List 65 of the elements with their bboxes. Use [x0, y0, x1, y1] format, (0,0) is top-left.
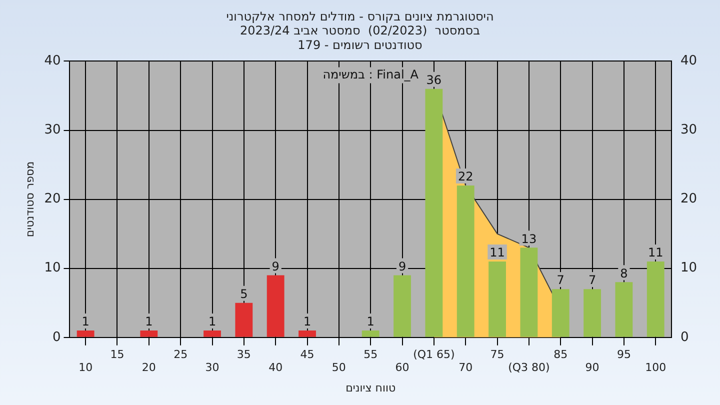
- bar: [298, 330, 316, 337]
- data-label: 1: [366, 314, 374, 329]
- data-label: 5: [240, 287, 248, 301]
- bar: [584, 289, 601, 337]
- x-tick-label: 100: [645, 361, 666, 374]
- x-tick-label: 75: [490, 348, 504, 361]
- data-label: 13: [521, 232, 537, 246]
- bar: [456, 185, 474, 337]
- bar: [520, 248, 538, 337]
- bar: [646, 261, 664, 337]
- x-tick-label: 90: [585, 361, 600, 374]
- data-label: 11: [490, 246, 505, 260]
- y2-tick-label: 10: [680, 260, 698, 276]
- y2-tick-label: 40: [680, 54, 698, 69]
- y-tick-label: 30: [44, 122, 61, 138]
- y2-tick-label: 20: [680, 192, 698, 207]
- data-label: 7: [588, 273, 596, 288]
- x-tick-label: 45: [300, 348, 314, 361]
- chart-title: היסטוגרמת ציונים בקורס - מודלים למסחר אלקטרוני בסמסטר (02/2023) סמסטר אביב 2023/24 סטודנטים רשומים - 179: [226, 9, 494, 52]
- y-tick-label: 10: [44, 260, 61, 276]
- x-tick-label: 30: [205, 361, 220, 374]
- bar: [425, 88, 443, 337]
- x-axis-title: טווח ציונים: [346, 381, 396, 394]
- bar: [552, 289, 570, 337]
- x-tick-label: 95: [616, 348, 631, 361]
- data-label: 9: [272, 259, 280, 274]
- x-tick-label: 85: [554, 348, 568, 361]
- bar: [488, 261, 506, 337]
- y-axis-title: מספר סטודנטים: [23, 161, 36, 238]
- x-tick-label: 60: [395, 361, 410, 374]
- bar: [362, 330, 380, 337]
- x-tick-label: 25: [174, 348, 188, 361]
- bar: [615, 282, 633, 337]
- x-tick-label: 40: [268, 361, 283, 374]
- data-label: 8: [620, 266, 628, 280]
- x-tick-label: 50: [332, 361, 346, 374]
- bar: [204, 330, 221, 337]
- data-label: 1: [145, 314, 153, 329]
- x-tick-label: 10: [78, 361, 93, 374]
- y2-tick-label: 30: [680, 122, 698, 138]
- bar: [266, 275, 284, 337]
- data-label: 7: [556, 273, 564, 288]
- y2-tick-label: 0: [680, 330, 689, 345]
- x-tick-label: 15: [110, 348, 124, 361]
- data-label: 1: [303, 314, 312, 329]
- y-tick-label: 0: [52, 330, 61, 345]
- annotation: במשימה : Final_A: [322, 67, 420, 82]
- bar: [140, 330, 158, 337]
- y-tick-label: 40: [44, 54, 61, 69]
- data-label: 1: [82, 314, 90, 329]
- data-label: 9: [398, 259, 406, 274]
- data-label: 22: [458, 170, 474, 184]
- bar: [394, 275, 411, 337]
- x-tick-label: (Q3 80): [508, 361, 550, 374]
- bar: [235, 302, 253, 337]
- x-tick-label: 20: [142, 361, 156, 374]
- x-tick-label: 35: [236, 348, 251, 361]
- x-tick-label: 55: [364, 348, 378, 361]
- data-label: 11: [648, 246, 664, 260]
- y-tick-label: 20: [44, 192, 61, 207]
- x-tick-label: 70: [458, 361, 473, 374]
- x-tick-label: (Q1 65): [413, 348, 455, 361]
- bar: [76, 330, 94, 337]
- data-label: 1: [208, 314, 216, 329]
- data-label: 36: [426, 72, 442, 87]
